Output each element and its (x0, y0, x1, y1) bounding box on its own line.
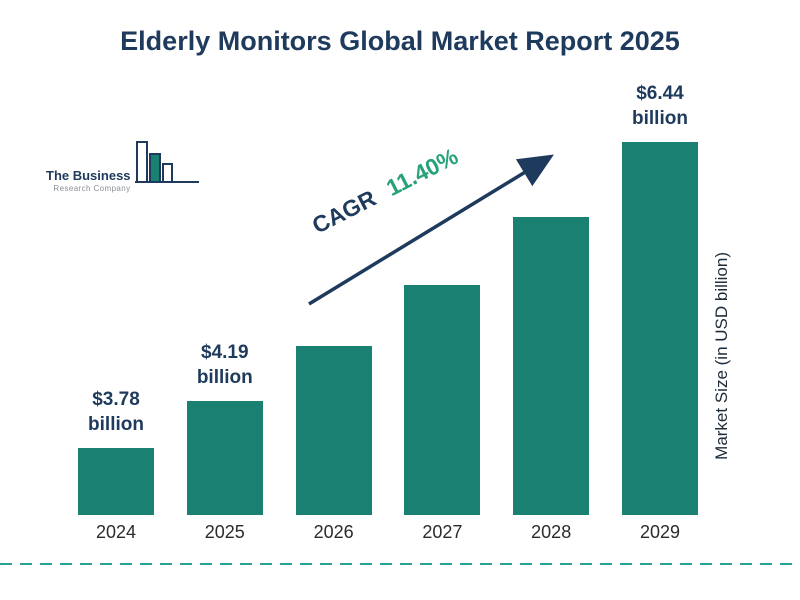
bottom-dashed-line (0, 563, 800, 565)
company-logo: The Business Research Company (46, 140, 201, 201)
x-axis-label: 2029 (639, 522, 680, 542)
logo-bars-icon (134, 140, 201, 201)
x-axis-label: 2025 (204, 522, 245, 542)
y-axis-label: Market Size (in USD billion) (712, 252, 731, 460)
bar-value-label: $6.44 billion (632, 82, 688, 130)
bar (621, 142, 698, 515)
x-axis-label: 2026 (313, 522, 354, 542)
bar-chart: $3.78 billion $4.19 billion $6.44 billion (64, 78, 712, 515)
bar-column (390, 78, 494, 515)
bar-value-label: $3.78 billion (88, 388, 144, 436)
company-logo-text: The Business Research Company (46, 167, 131, 201)
trend-arrow (308, 154, 554, 306)
x-axis-label: 2028 (531, 522, 572, 542)
page-title: Elderly Monitors Global Market Report 20… (120, 26, 680, 56)
bar-column: $6.44 billion (608, 78, 712, 515)
company-logo-line2: Research Company (53, 183, 131, 193)
x-axis-row: 2024 2025 2026 2027 2028 2029 (64, 522, 712, 543)
bar (513, 217, 590, 515)
bar-column (499, 78, 603, 515)
x-axis-label: 2027 (422, 522, 463, 542)
bar-value-label: $4.19 billion (196, 341, 253, 389)
bar-column: $4.19 billion (173, 78, 277, 515)
bar-column (282, 78, 386, 515)
x-axis-label: 2024 (95, 522, 137, 542)
bar-column: $3.78 billion (64, 78, 168, 515)
bar (295, 346, 372, 515)
bar (78, 448, 154, 515)
company-logo-line1: The Business (46, 167, 131, 183)
bar (186, 401, 263, 515)
bar (404, 285, 481, 515)
